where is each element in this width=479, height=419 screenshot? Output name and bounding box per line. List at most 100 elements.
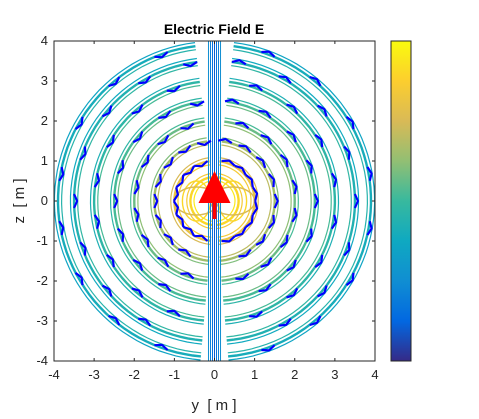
field-arrow: [106, 254, 115, 268]
contour-line: [219, 144, 272, 258]
x-tick-label: 1: [251, 367, 258, 382]
contour-line: [150, 137, 209, 265]
contour-line: [72, 60, 203, 342]
field-arrow: [234, 226, 247, 238]
field-arrow: [74, 116, 84, 130]
colorbar: [390, 40, 412, 362]
field-arrow: [182, 226, 196, 237]
x-axis-ticks: -4 -3 -2 -1 0 1 2 3 4: [48, 41, 379, 382]
field-arrow: [221, 159, 236, 167]
y-tick-label: 2: [41, 113, 48, 128]
field-arrow: [330, 172, 338, 188]
field-arrow: [353, 193, 359, 209]
field-arrow: [267, 214, 275, 229]
contour-line: [227, 45, 373, 358]
y-tick-label: 3: [41, 73, 48, 88]
field-arrow: [305, 228, 313, 243]
field-arrow: [221, 235, 236, 243]
field-arrow: [286, 287, 299, 299]
field-arrow: [251, 200, 259, 216]
y-tick-label: -4: [36, 353, 48, 368]
field-arrow: [175, 214, 185, 228]
field-arrow: [343, 242, 351, 257]
field-arrow: [251, 186, 259, 202]
field-arrow: [79, 146, 87, 161]
field-arrow: [291, 179, 298, 195]
field-arrow: [180, 122, 195, 130]
field-arrow: [133, 179, 140, 195]
field-arrow: [255, 156, 267, 169]
contour-line: [60, 49, 202, 354]
field-arrow: [189, 100, 205, 107]
field-arrow: [158, 110, 172, 119]
contour-line: [89, 77, 204, 325]
x-tick-label: 2: [291, 367, 298, 382]
x-tick-label: 0: [211, 367, 218, 382]
contour-line: [227, 57, 360, 345]
field-arrow: [178, 248, 192, 258]
field-arrow: [224, 98, 240, 105]
contour-line: [137, 124, 208, 278]
field-arrow: [279, 154, 289, 168]
field-arrow: [366, 166, 373, 182]
field-arrow: [260, 257, 273, 268]
contour-line: [217, 160, 256, 242]
field-arrow: [108, 314, 121, 326]
contour-line: [97, 84, 205, 318]
y-tick-label: -3: [36, 313, 48, 328]
field-arrow: [182, 165, 196, 176]
contour-line: [113, 100, 206, 302]
field-arrow: [163, 156, 174, 169]
contour-line: [110, 97, 206, 305]
field-arrow: [154, 343, 169, 351]
contour-line: [173, 160, 212, 242]
field-arrow: [132, 131, 144, 144]
field-arrow: [278, 75, 292, 84]
field-arrow: [286, 130, 297, 143]
field-arrow: [166, 85, 181, 93]
field-arrow: [108, 76, 121, 88]
contour-line: [221, 124, 292, 278]
x-tick-label: -2: [128, 367, 140, 382]
field-arrow: [286, 103, 299, 115]
field-arrow: [261, 50, 276, 58]
field-arrow: [106, 134, 115, 148]
field-arrow: [131, 287, 144, 298]
field-arrow: [235, 121, 250, 129]
field-arrow: [163, 233, 174, 246]
field-arrow: [314, 134, 324, 148]
field-arrow: [79, 241, 87, 256]
field-arrow: [234, 164, 247, 176]
field-arrow: [343, 145, 351, 160]
field-arrow: [194, 234, 209, 242]
field-arrow: [317, 104, 328, 117]
field-arrow: [182, 60, 198, 68]
contour-line: [56, 45, 202, 358]
field-arrow: [101, 284, 113, 297]
contour-line: [222, 104, 312, 298]
field-arrows: [58, 50, 373, 352]
field-arrow: [157, 256, 170, 268]
field-arrow: [345, 272, 355, 286]
field-arrow: [261, 344, 276, 352]
field-arrow: [157, 134, 170, 146]
field-arrow: [133, 207, 140, 223]
field-arrow: [180, 272, 195, 280]
field-arrow: [317, 285, 328, 298]
contour-line: [170, 157, 211, 245]
field-arrow: [58, 220, 65, 236]
field-arrow: [366, 220, 373, 236]
field-arrow: [178, 144, 192, 154]
field-arrow: [58, 166, 65, 182]
field-arrow: [140, 234, 150, 248]
field-arrow: [175, 174, 185, 188]
field-arrow: [245, 174, 254, 188]
field-arrow: [286, 259, 297, 272]
field-arrow: [309, 315, 322, 327]
field-arrow: [154, 51, 169, 59]
y-tick-label: 4: [41, 33, 48, 48]
field-arrow: [235, 273, 250, 281]
field-arrow: [93, 173, 100, 188]
field-arrow: [172, 200, 179, 216]
